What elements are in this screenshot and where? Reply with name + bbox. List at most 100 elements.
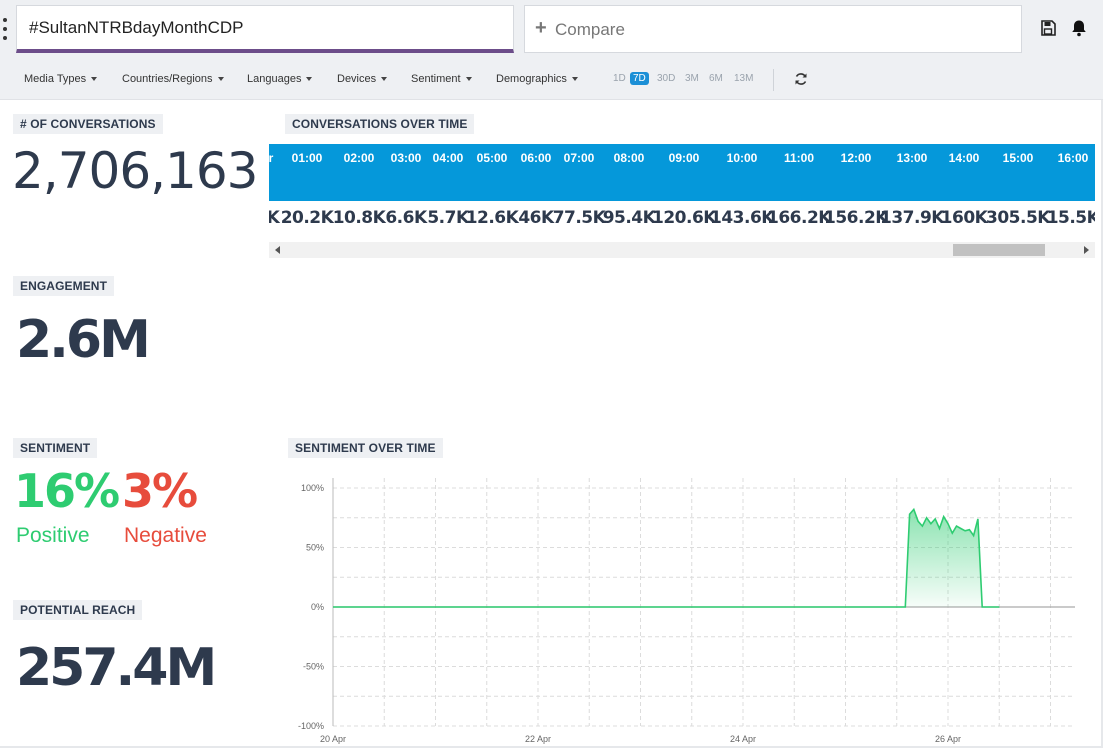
horizontal-scrollbar[interactable]: [269, 242, 1095, 258]
hour-label: 14:00: [948, 151, 980, 165]
sentiment-line: [333, 507, 1000, 608]
hour-label: 16:00: [1057, 151, 1089, 165]
range-3m[interactable]: 3M: [685, 73, 699, 84]
hour-label: 10:00: [726, 151, 758, 165]
hour-count: 5.7K: [427, 208, 469, 228]
range-13m[interactable]: 13M: [734, 73, 754, 84]
x-tick-label: 22 Apr: [525, 734, 551, 744]
y-tick-label: 50%: [306, 543, 324, 553]
filter-sentiment[interactable]: Sentiment: [411, 73, 472, 85]
y-tick-label: -50%: [303, 662, 324, 672]
hour-strip: r 01:00 02:00 03:00 04:00 05:00 06:00 07…: [269, 144, 1095, 201]
divider: [0, 746, 1103, 748]
filter-languages[interactable]: Languages: [247, 73, 313, 85]
positive-percent: 16%: [14, 464, 120, 518]
filter-devices[interactable]: Devices: [337, 73, 388, 85]
divider: [1101, 100, 1103, 748]
hour-label: 12:00: [840, 151, 872, 165]
hour-count: 77.5K: [552, 208, 606, 228]
scroll-right-arrow-icon[interactable]: [1084, 246, 1089, 254]
hour-count: 160K: [940, 208, 988, 228]
hour-count: 305.5K: [986, 208, 1050, 228]
sentiment-over-time-label: SENTIMENT OVER TIME: [288, 438, 443, 458]
range-6m[interactable]: 6M: [709, 73, 723, 84]
hour-counts: K 20.2K 10.8K 6.6K 5.7K 12.6K 46K 77.5K …: [269, 208, 1095, 234]
sentiment-label: SENTIMENT: [13, 438, 98, 458]
hour-count: 10.8K: [332, 208, 386, 228]
hour-count: 143.6K: [710, 208, 774, 228]
hour-count: 12.6K: [465, 208, 519, 228]
hour-count: 20.2K: [280, 208, 334, 228]
x-tick-label: 20 Apr: [320, 734, 346, 744]
filter-media-types[interactable]: Media Types: [24, 73, 98, 85]
x-tick-label: 26 Apr: [935, 734, 961, 744]
hour-label: 06:00: [520, 151, 552, 165]
caret-down-icon: [381, 77, 388, 82]
range-30d[interactable]: 30D: [657, 73, 676, 84]
query-bar: #SultanNTRBdayMonthCDP + Compare: [0, 0, 1103, 60]
hour-label: r: [269, 151, 274, 165]
negative-label: Negative: [124, 524, 207, 547]
range-1d[interactable]: 1D: [613, 73, 626, 84]
filter-label: Languages: [247, 73, 302, 85]
compare-label: Compare: [555, 20, 625, 39]
engagement-label: ENGAGEMENT: [13, 276, 115, 296]
query-input[interactable]: #SultanNTRBdayMonthCDP: [16, 5, 514, 53]
conversations-count: 2,706,163: [12, 142, 258, 200]
conversations-label: # OF CONVERSATIONS: [13, 114, 163, 134]
kebab-menu-icon[interactable]: [1, 18, 9, 40]
hour-count: 120.6K: [652, 208, 716, 228]
caret-down-icon: [217, 77, 224, 82]
filter-demographics[interactable]: Demographics: [496, 73, 578, 85]
query-text: #SultanNTRBdayMonthCDP: [29, 18, 244, 37]
scrollbar-thumb[interactable]: [953, 244, 1045, 256]
x-tick-label: 24 Apr: [730, 734, 756, 744]
hour-count: 156.2K: [824, 208, 888, 228]
y-tick-label: 100%: [301, 483, 324, 493]
scroll-left-arrow-icon[interactable]: [275, 246, 280, 254]
hour-count: 46K: [518, 208, 554, 228]
y-tick-label: 0%: [311, 602, 324, 612]
engagement-value: 2.6M: [16, 310, 151, 370]
hour-count: K: [269, 208, 280, 228]
divider: [773, 69, 774, 91]
hour-label: 13:00: [896, 151, 928, 165]
hour-label: 07:00: [563, 151, 595, 165]
range-7d[interactable]: 7D: [630, 72, 649, 85]
compare-input[interactable]: + Compare: [524, 5, 1022, 53]
hour-label: 11:00: [783, 151, 815, 165]
caret-down-icon: [91, 77, 98, 82]
positive-label: Positive: [16, 524, 90, 547]
hour-count: 166.2K: [767, 208, 831, 228]
hour-label: 09:00: [668, 151, 700, 165]
sentiment-area-chart: 100% 50% 0% -50% -100% 20 Apr 22 Apr 24 Apr 26 A…: [298, 478, 1075, 744]
sentiment-area: [333, 509, 1000, 607]
hour-count: 137.9K: [880, 208, 944, 228]
hour-count: 6.6K: [385, 208, 427, 228]
filter-label: Sentiment: [411, 73, 461, 85]
hour-label: 03:00: [390, 151, 422, 165]
caret-down-icon: [306, 77, 313, 82]
refresh-icon[interactable]: [794, 72, 808, 86]
filter-label: Demographics: [496, 73, 567, 85]
bell-icon[interactable]: [1071, 19, 1087, 37]
y-tick-label: -100%: [298, 721, 324, 731]
hour-label: 15:00: [1002, 151, 1034, 165]
hour-label: 04:00: [432, 151, 464, 165]
hour-count: 15.5K: [1046, 208, 1095, 228]
hour-label: 02:00: [343, 151, 375, 165]
hour-count: 95.4K: [602, 208, 656, 228]
negative-percent: 3%: [122, 464, 198, 518]
plus-icon: +: [535, 17, 547, 39]
filter-countries-regions[interactable]: Countries/Regions: [122, 73, 224, 85]
filter-label: Countries/Regions: [122, 73, 213, 85]
potential-reach-value: 257.4M: [16, 638, 217, 698]
filter-label: Media Types: [24, 73, 87, 85]
hour-label: 01:00: [291, 151, 323, 165]
filter-bar: Media Types Countries/Regions Languages …: [0, 60, 1103, 100]
potential-reach-label: POTENTIAL REACH: [13, 600, 143, 620]
floppy-disk-icon[interactable]: [1040, 20, 1056, 36]
filter-label: Devices: [337, 73, 377, 85]
hour-label: 05:00: [476, 151, 508, 165]
hour-label: 08:00: [613, 151, 645, 165]
